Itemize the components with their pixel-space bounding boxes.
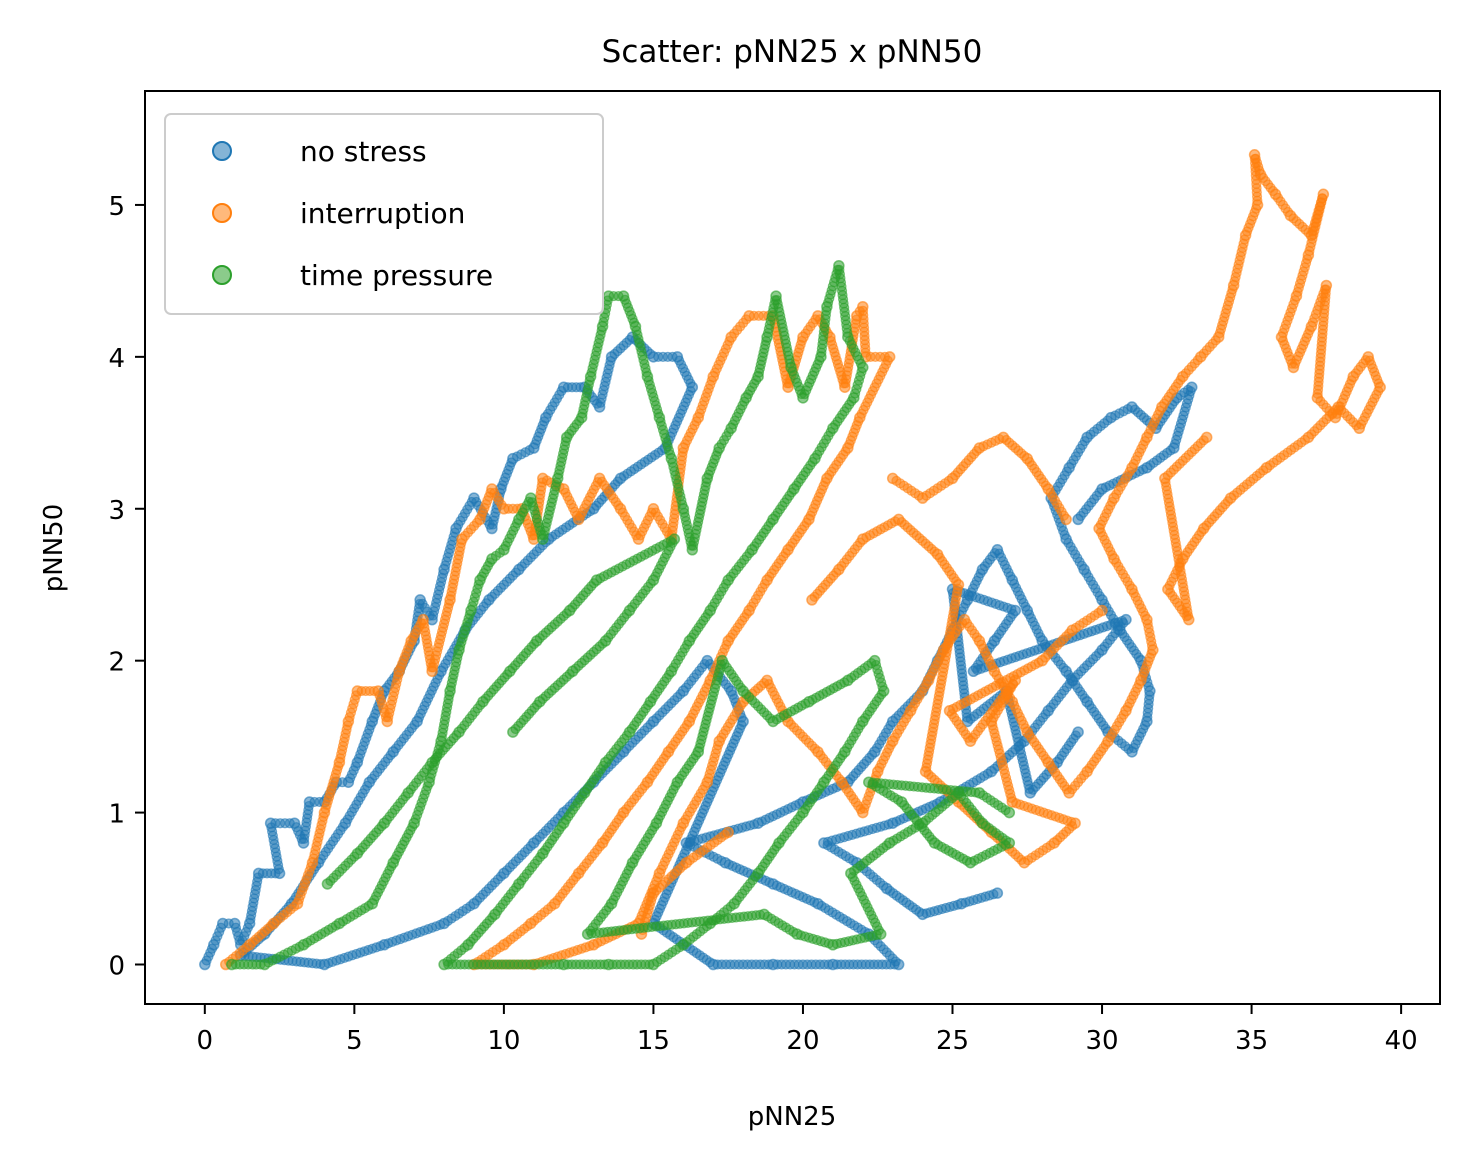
- legend-label: interruption: [300, 197, 465, 230]
- y-tick-label: 0: [108, 952, 125, 982]
- x-tick-label: 25: [936, 1026, 969, 1056]
- x-tick-label: 20: [786, 1026, 819, 1056]
- legend-label: time pressure: [300, 259, 493, 292]
- data-point: [1072, 513, 1084, 526]
- x-tick-label: 10: [487, 1026, 520, 1056]
- x-tick-label: 30: [1085, 1026, 1118, 1056]
- data-point: [1200, 431, 1213, 444]
- legend-marker: [212, 141, 232, 161]
- data-point: [1060, 513, 1072, 526]
- data-point: [1072, 726, 1084, 738]
- x-tick-label: 15: [637, 1026, 670, 1056]
- y-tick-label: 4: [108, 344, 125, 374]
- scatter-series-layer: [199, 149, 1386, 971]
- y-tick-label: 5: [108, 192, 125, 222]
- y-tick-label: 2: [108, 648, 125, 678]
- x-axis-label: pNN25: [748, 1102, 837, 1132]
- x-tick-label: 0: [197, 1026, 214, 1056]
- data-point: [321, 878, 334, 890]
- chart-title: Scatter: pNN25 x pNN50: [602, 34, 983, 70]
- x-tick-label: 40: [1385, 1026, 1418, 1056]
- y-tick-label: 3: [108, 496, 125, 526]
- legend-marker: [212, 203, 232, 223]
- y-tick-label: 1: [108, 800, 125, 830]
- x-tick-label: 5: [346, 1026, 363, 1056]
- data-point: [1096, 604, 1108, 617]
- x-tick-label: 35: [1235, 1026, 1268, 1056]
- legend-marker: [212, 265, 232, 285]
- plot-area: [199, 149, 1386, 971]
- y-axis-label: pNN50: [39, 504, 69, 593]
- legend-label: no stress: [300, 135, 427, 168]
- legend: no stress interruption time pressure: [164, 113, 604, 315]
- data-point: [1003, 806, 1016, 819]
